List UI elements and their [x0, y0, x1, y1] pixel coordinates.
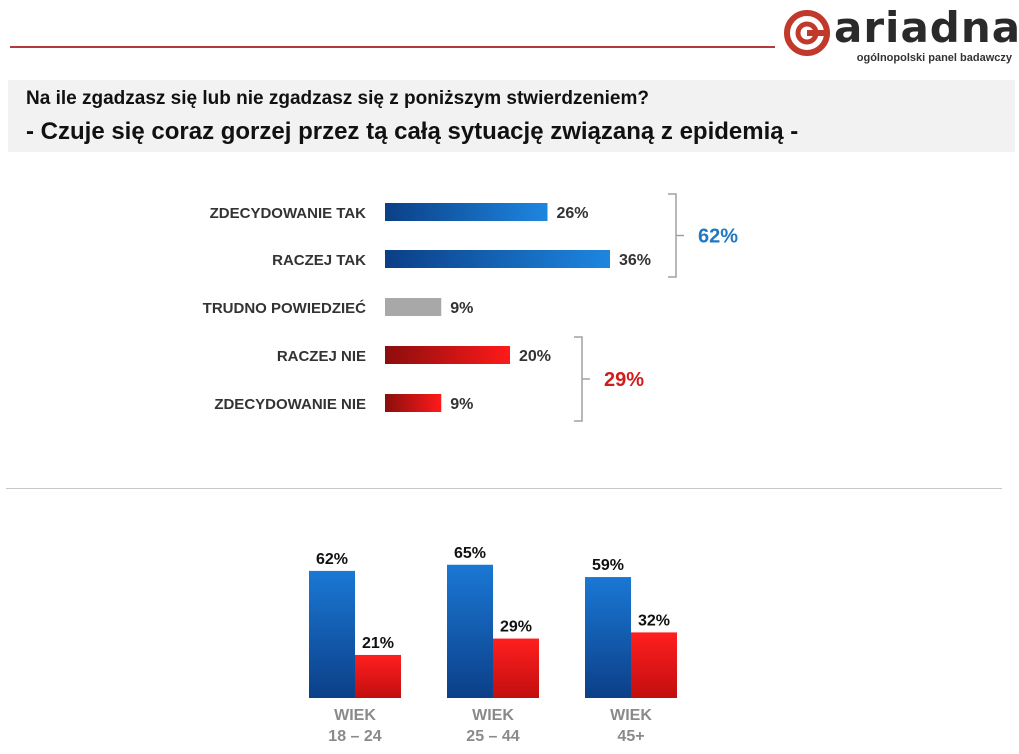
- answer-bar: [385, 346, 510, 364]
- category-label: ZDECYDOWANIE TAK: [210, 205, 367, 222]
- age-bar: [309, 570, 355, 698]
- age-value-label: 65%: [454, 545, 486, 562]
- value-label: 9%: [450, 300, 473, 317]
- logo-wordmark: ariadna: [834, 3, 1019, 52]
- answer-bar: [385, 394, 442, 412]
- age-group-label: WIEK: [334, 707, 376, 724]
- answer-bar: [385, 250, 610, 268]
- age-bar: [631, 632, 677, 698]
- category-label: ZDECYDOWANIE NIE: [214, 396, 366, 413]
- statement-text: - Czuje się coraz gorzej przez tą całą s…: [26, 118, 799, 145]
- ariadna-ring-icon: [784, 10, 830, 56]
- age-value-label: 62%: [316, 551, 348, 568]
- age-bar: [447, 564, 493, 698]
- age-value-label: 29%: [500, 619, 532, 636]
- age-bar: [585, 577, 631, 698]
- group-bracket: [668, 193, 684, 278]
- age-bar-chart: 62% 21% WIEK 18 – 24 65% 29% WIEK 25 – 44 59% 32%…: [309, 545, 677, 745]
- section-divider: [6, 488, 1002, 489]
- age-value-label: 59%: [592, 557, 624, 574]
- group-total-label: 29%: [604, 369, 644, 391]
- age-bar: [493, 638, 539, 698]
- age-value-label: 32%: [638, 612, 670, 629]
- question-panel: Na ile zgadzasz się lub nie zgadzasz się…: [8, 80, 1015, 152]
- answer-bar: [385, 203, 548, 221]
- answer-bar: [385, 298, 442, 316]
- age-value-label: 21%: [362, 635, 394, 652]
- value-label: 36%: [619, 252, 651, 269]
- header-divider: [10, 46, 775, 48]
- age-group-label: WIEK: [472, 707, 514, 724]
- age-group-label: 45+: [617, 728, 644, 745]
- category-label: RACZEJ NIE: [277, 348, 366, 365]
- age-group-label: WIEK: [610, 707, 652, 724]
- logo-tagline: ogólnopolski panel badawczy: [856, 52, 1012, 64]
- value-label: 26%: [557, 205, 589, 222]
- age-bar: [355, 654, 401, 698]
- answers-bar-chart: ZDECYDOWANIE TAK 26% RACZEJ TAK 36% TRUDNO P…: [203, 193, 738, 422]
- group-bracket: [574, 336, 590, 422]
- question-text: Na ile zgadzasz się lub nie zgadzasz się…: [26, 88, 649, 109]
- group-total-label: 62%: [698, 226, 738, 248]
- category-label: TRUDNO POWIEDZIEĆ: [203, 299, 366, 317]
- value-label: 20%: [519, 348, 551, 365]
- value-label: 9%: [450, 396, 473, 413]
- age-group-label: 18 – 24: [328, 728, 381, 745]
- age-group-label: 25 – 44: [466, 728, 519, 745]
- ariadna-logo: ariadna ogólnopolski panel badawczy: [782, 4, 1019, 66]
- category-label: RACZEJ TAK: [272, 252, 366, 269]
